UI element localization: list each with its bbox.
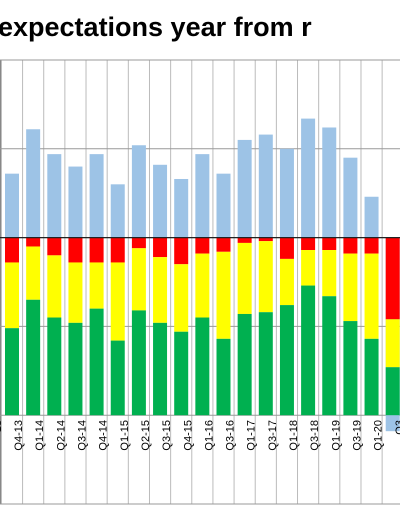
x-tick-label: Q1-17	[246, 420, 258, 451]
bar-segment	[237, 237, 252, 243]
bar-segment	[364, 338, 379, 416]
bar-segment	[5, 237, 19, 263]
bar-segment	[47, 255, 62, 318]
bar-segment	[385, 237, 400, 320]
bar-segment	[131, 237, 146, 249]
x-tick-label: Q4-13	[13, 420, 25, 451]
bar-segment	[68, 237, 83, 263]
x-tick-label: Q1-19	[330, 420, 342, 451]
bar-segment	[153, 257, 168, 323]
bar-segment	[279, 237, 294, 259]
bar-segment	[68, 166, 83, 238]
bar-segment	[237, 313, 252, 416]
bar-segment	[258, 312, 273, 416]
bar-segment	[216, 237, 231, 252]
bar-segment	[343, 237, 358, 254]
bar-segment	[301, 237, 316, 251]
x-tick-label: Q3-15	[161, 420, 173, 451]
bar-segment	[237, 242, 252, 314]
x-tick-label: Q1-16	[203, 420, 215, 451]
bar-segment	[26, 237, 41, 247]
bar-segment	[153, 164, 168, 238]
bar-segment	[216, 338, 231, 416]
bar-segment	[322, 250, 337, 297]
bar-segment	[153, 322, 168, 416]
bar-segment	[26, 299, 41, 416]
bar-segment	[174, 237, 189, 265]
bar-segment	[195, 237, 210, 254]
x-tick-label: Q1-18	[288, 420, 300, 451]
bar-segment	[89, 154, 104, 238]
bar-segment	[216, 173, 231, 238]
bar-segment	[110, 184, 125, 238]
bar-segment	[131, 145, 146, 238]
bar-segment	[5, 262, 19, 329]
bar-segment	[89, 237, 104, 263]
bar-segment	[343, 253, 358, 322]
bar-segment	[47, 154, 62, 238]
bar-segment	[364, 253, 379, 339]
bar-segment	[279, 305, 294, 416]
x-tick-label: Q3-19	[351, 420, 363, 451]
bar-segment	[322, 127, 337, 238]
bar-segment	[68, 262, 83, 323]
x-tick-label: Q3-16	[225, 420, 237, 451]
bar-segment	[195, 317, 210, 416]
bar-segment	[26, 129, 41, 238]
x-tick-label: Q4-15	[182, 420, 194, 451]
bar-segment	[110, 340, 125, 416]
bar-segment	[301, 118, 316, 238]
bar-segment	[110, 262, 125, 341]
bar-segment	[301, 285, 316, 416]
bar-segment	[364, 237, 379, 254]
bar-segment	[5, 328, 19, 416]
bar-segment	[5, 173, 19, 238]
x-tick-label: Q1-20	[373, 420, 385, 451]
bar-segment	[301, 250, 316, 286]
bar-segment	[216, 251, 231, 339]
bar-segment	[47, 237, 62, 256]
bar-segment	[343, 157, 358, 238]
bar-segment	[174, 331, 189, 416]
bar-segment	[279, 258, 294, 306]
bar-segment	[89, 262, 104, 309]
bar-segment	[279, 148, 294, 238]
bar-segment	[131, 248, 146, 311]
bar-segment	[26, 246, 41, 300]
x-tick-label: Q3-18	[309, 420, 321, 451]
bar-segment	[322, 296, 337, 416]
x-tick-label: Q3-14	[77, 420, 89, 451]
x-tick-label: Q2-15	[140, 420, 152, 451]
bar-segment	[258, 134, 273, 238]
x-tick-label: -13	[0, 420, 4, 436]
bar-segment	[131, 310, 146, 416]
bar-segment	[343, 321, 358, 416]
bar-segment	[258, 241, 273, 313]
x-tick-label: Q1-14	[34, 420, 46, 451]
x-tick-label: Q3	[394, 420, 400, 435]
x-tick-label: Q3-17	[267, 420, 279, 451]
chart-title: expectations year from r	[0, 12, 312, 42]
bar-segment	[89, 308, 104, 416]
bar-segment	[385, 319, 400, 368]
bar-segment	[195, 154, 210, 238]
bar-segment	[47, 317, 62, 416]
bar-segment	[322, 237, 337, 251]
bar-segment	[153, 237, 168, 258]
bar-segment	[174, 178, 189, 238]
bar-segment	[385, 367, 400, 416]
bar-segment	[364, 196, 379, 238]
bar-segment	[174, 264, 189, 332]
bar-segment	[237, 139, 252, 238]
bar-segment	[195, 253, 210, 318]
x-tick-label: Q2-14	[55, 420, 67, 451]
x-tick-label: Q4-14	[98, 420, 110, 451]
x-tick-label: Q1-15	[119, 420, 131, 451]
bar-segment	[110, 237, 125, 263]
bar-segment	[258, 237, 273, 242]
bar-segment	[68, 322, 83, 416]
